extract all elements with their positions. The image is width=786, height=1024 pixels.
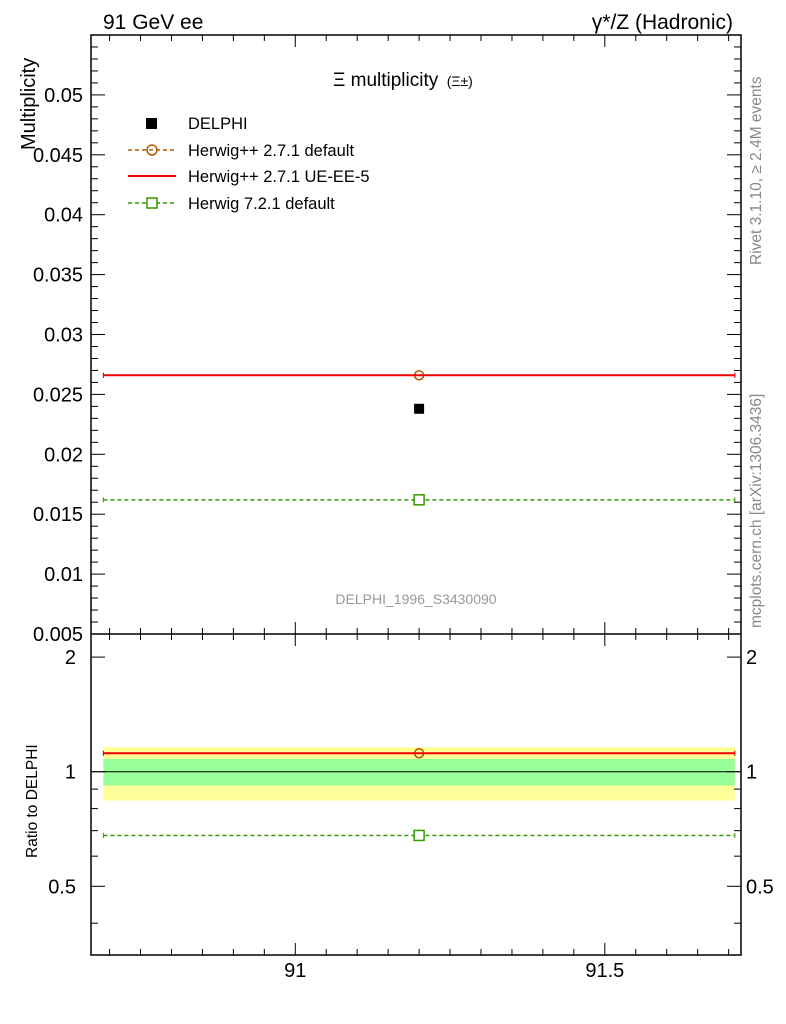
plot-frame <box>90 34 742 956</box>
mcplots-label: mcplots.cern.ch [arXiv:1306.3436] <box>748 394 765 628</box>
legend-series-3-marker <box>146 197 158 209</box>
legend-data-label: DELPHI <box>188 115 248 133</box>
x-tick-label: 91 <box>284 960 306 982</box>
header-right: γ*/Z (Hadronic) <box>592 11 733 34</box>
x-tick-label: 91.5 <box>585 960 624 982</box>
legend-series-1-marker <box>146 144 158 156</box>
y-tick-label: 0.03 <box>44 325 83 347</box>
ratio-tick-label-right: 0.5 <box>746 876 774 898</box>
data-point-delphi <box>414 403 425 414</box>
analysis-watermark: DELPHI_1996_S3430090 <box>335 591 496 607</box>
legend-series-1-label: Herwig++ 2.7.1 default <box>188 142 354 160</box>
header-left: 91 GeV ee <box>103 11 203 34</box>
y-tick-label: 0.005 <box>33 624 83 646</box>
legend-series-3-label: Herwig 7.2.1 default <box>188 195 335 213</box>
ratio-tick-label-left: 2 <box>65 647 76 669</box>
y-tick-label: 0.015 <box>33 504 83 526</box>
ratio-axis-title: Ratio to DELPHI <box>24 744 41 858</box>
y-tick-label: 0.05 <box>44 85 83 107</box>
legend: DELPHI Herwig++ 2.7.1 default Herwig++ 2… <box>128 115 370 213</box>
y-axis-title: Multiplicity <box>18 58 40 150</box>
legend-series-2-label: Herwig++ 2.7.1 UE-EE-5 <box>188 168 370 186</box>
y-tick-label: 0.04 <box>44 205 83 227</box>
ratio-tick-label-right: 1 <box>746 762 757 784</box>
series-3-main-marker <box>413 494 425 506</box>
ratio-tick-label-right: 2 <box>746 647 757 669</box>
ratio-tick-label-left: 1 <box>65 762 76 784</box>
y-tick-label: 0.025 <box>33 384 83 406</box>
series-3-ratio-marker <box>413 829 425 842</box>
chart-title: Ξ multiplicity (Ξ±) <box>333 70 473 91</box>
y-tick-label: 0.035 <box>33 265 83 287</box>
ratio-band-inner <box>103 758 735 786</box>
ratio-tick-label-left: 0.5 <box>48 876 76 898</box>
legend-data-marker <box>146 118 157 129</box>
chart-area: 0.005 0.01 0.015 0.02 0.025 0.03 0.035 0.04 0.04… <box>33 34 774 982</box>
y-tick-label: 0.01 <box>44 564 83 586</box>
y-tick-label: 0.045 <box>33 145 83 167</box>
y-tick-label: 0.02 <box>44 444 83 466</box>
chart-title-main: Ξ multiplicity <box>333 70 439 91</box>
chart-title-suffix: (Ξ±) <box>447 73 473 89</box>
rivet-label: Rivet 3.1.10, ≥ 2.4M events <box>748 76 765 265</box>
